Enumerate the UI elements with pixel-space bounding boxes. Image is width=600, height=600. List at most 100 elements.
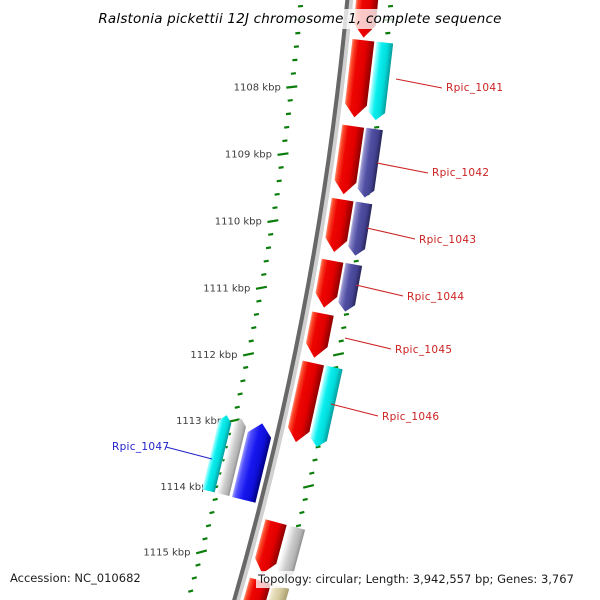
ruler-tick-left-minor bbox=[187, 589, 194, 593]
gene-label-Rpic_1042: Rpic_1042 bbox=[432, 167, 489, 179]
ruler-tick-right-minor bbox=[353, 259, 359, 263]
ruler-tick-left-minor bbox=[287, 99, 293, 102]
ruler-tick-left-minor bbox=[212, 497, 218, 502]
ruler-tick-left-major bbox=[267, 219, 279, 224]
gene-arrow-partial-top bbox=[353, 0, 380, 38]
ruler-tick-left-minor bbox=[243, 365, 249, 370]
gene-arrow-partial-bottom-1 bbox=[255, 519, 287, 574]
ruler-tick-left-minor bbox=[276, 179, 282, 183]
gene-cog-bar-Rpic_1041-cyan bbox=[368, 41, 394, 121]
ruler-tick-left-minor bbox=[285, 112, 292, 116]
ruler-label-1114kbp: 1114 kbp bbox=[160, 482, 207, 493]
ruler-tick-left-minor bbox=[292, 58, 298, 62]
leader-line-Rpic_1045 bbox=[344, 337, 392, 350]
ruler-tick-left-minor bbox=[248, 339, 254, 343]
ruler-tick-left-minor bbox=[209, 510, 215, 515]
ruler-label-1115kbp: 1115 kbp bbox=[143, 547, 190, 558]
leader-line-Rpic_1041 bbox=[395, 78, 443, 89]
accession-text: Accession: NC_010682 bbox=[10, 571, 141, 585]
ruler-tick-left-minor bbox=[261, 272, 267, 277]
ruler-tick-left-minor bbox=[265, 246, 272, 250]
ruler-tick-right-minor bbox=[315, 445, 321, 449]
ruler-tick-right-minor bbox=[343, 312, 350, 316]
ruler-tick-left-major bbox=[277, 152, 289, 156]
gene-cog-bar-partial-bottom-1-gray bbox=[276, 525, 306, 580]
ruler-tick-right-minor bbox=[295, 524, 302, 528]
ruler-tick-left-minor bbox=[263, 259, 269, 263]
gene-cog-bar-Rpic_1046-cyan bbox=[310, 365, 343, 448]
ruler-tick-left-major bbox=[242, 352, 255, 357]
backbone-arc-shadow bbox=[232, 0, 352, 600]
ruler-tick-right-minor bbox=[309, 471, 315, 475]
ruler-label-1111kbp: 1111 kbp bbox=[203, 283, 250, 294]
leader-line-Rpic_1044 bbox=[355, 284, 404, 297]
gene-cog-bar-Rpic_1043-purple bbox=[348, 201, 373, 256]
ruler-label-1112kbp: 1112 kbp bbox=[190, 350, 237, 361]
ruler-tick-left-minor bbox=[295, 31, 301, 35]
gene-arrow-Rpic_1045 bbox=[305, 311, 334, 358]
gene-cog-bar-Rpic_1042-purple bbox=[357, 127, 383, 198]
leader-line-Rpic_1046 bbox=[330, 403, 379, 417]
gene-cog-bar-partial-bottom-2-tan bbox=[259, 584, 290, 600]
ruler-tick-left-minor bbox=[205, 524, 212, 528]
ruler-tick-left-minor bbox=[290, 72, 297, 75]
gene-cog-bar-Rpic_1047-gray bbox=[216, 418, 246, 497]
gene-label-Rpic_1043: Rpic_1043 bbox=[419, 234, 476, 246]
ruler-tick-left-minor bbox=[274, 192, 280, 196]
ruler-tick-left-minor bbox=[278, 166, 284, 169]
leader-line-Rpic_1047 bbox=[165, 446, 213, 460]
gene-features bbox=[202, 0, 394, 600]
leader-line-Rpic_1042 bbox=[376, 162, 429, 174]
ruler-tick-left-minor bbox=[237, 392, 243, 396]
ruler-tick-left-minor bbox=[251, 326, 257, 330]
ruler-tick-left-major bbox=[293, 17, 305, 22]
gene-label-Rpic_1046: Rpic_1046 bbox=[382, 411, 439, 423]
ruler-tick-right-major bbox=[302, 484, 315, 489]
gene-label-Rpic_1047: Rpic_1047 bbox=[112, 441, 169, 453]
ruler-tick-right-minor bbox=[385, 31, 391, 35]
ruler-tick-left-minor bbox=[234, 405, 240, 409]
ruler-tick-left-minor bbox=[268, 232, 274, 236]
label-leader-lines bbox=[165, 78, 443, 460]
ruler-tick-right-minor bbox=[312, 458, 318, 462]
backbone-arc-highlight bbox=[236, 0, 354, 600]
gene-arrow-Rpic_1042 bbox=[334, 124, 365, 195]
ruler-tick-right-major bbox=[383, 17, 395, 22]
ruler-tick-left-minor bbox=[272, 206, 278, 210]
ruler-tick-right-minor bbox=[338, 339, 344, 343]
gene-arrow-Rpic_1047 bbox=[232, 423, 272, 503]
ruler-tick-left-major bbox=[255, 285, 268, 290]
ruler-tick-right-major bbox=[332, 352, 345, 357]
feature-labels: Rpic_1041 Rpic_1042 Rpic_1043 Rpic_1044 Rpic… bbox=[112, 82, 503, 453]
ruler-tick-right-minor bbox=[302, 497, 308, 502]
ruler-tick-left-minor bbox=[293, 45, 300, 48]
ruler-label-1109kbp: 1109 kbp bbox=[225, 150, 272, 161]
ruler-label-1113kbp: 1113 kbp bbox=[176, 416, 223, 427]
ruler-tick-right-minor bbox=[387, 4, 394, 8]
topology-text: Topology: circular; Length: 3,942,557 bp… bbox=[256, 571, 578, 588]
ruler-tick-right-minor bbox=[341, 326, 347, 330]
ruler-tick-left-minor bbox=[240, 379, 246, 383]
gene-arrow-partial-bottom-2 bbox=[237, 577, 271, 600]
gene-label-Rpic_1044: Rpic_1044 bbox=[407, 291, 464, 303]
ruler-tick-left-minor bbox=[191, 576, 198, 580]
ruler-label-1108kbp: 1108 kbp bbox=[234, 83, 281, 94]
gene-cog-bar-Rpic_1047-cyan bbox=[202, 415, 232, 493]
ruler-tick-left-minor bbox=[282, 139, 288, 143]
ruler-tick-left-minor bbox=[297, 4, 304, 8]
ruler-tick-left-minor bbox=[284, 125, 290, 129]
gene-arrow-Rpic_1044 bbox=[315, 258, 344, 308]
ruler-tick-left-major bbox=[286, 85, 298, 89]
ruler-tick-left-major bbox=[195, 549, 208, 555]
ruler-tick-left-minor bbox=[195, 563, 201, 567]
ruler-label-1110kbp: 1110 kbp bbox=[215, 217, 262, 228]
ruler-tick-left-minor bbox=[256, 299, 262, 303]
ruler-tick-left-major bbox=[228, 418, 240, 423]
ruler-tick-right-minor bbox=[299, 510, 305, 515]
backbone bbox=[232, 0, 354, 600]
ruler-tick-left-minor bbox=[253, 312, 260, 316]
gene-label-Rpic_1041: Rpic_1041 bbox=[446, 82, 503, 94]
ruler-tick-right-minor bbox=[374, 125, 380, 129]
